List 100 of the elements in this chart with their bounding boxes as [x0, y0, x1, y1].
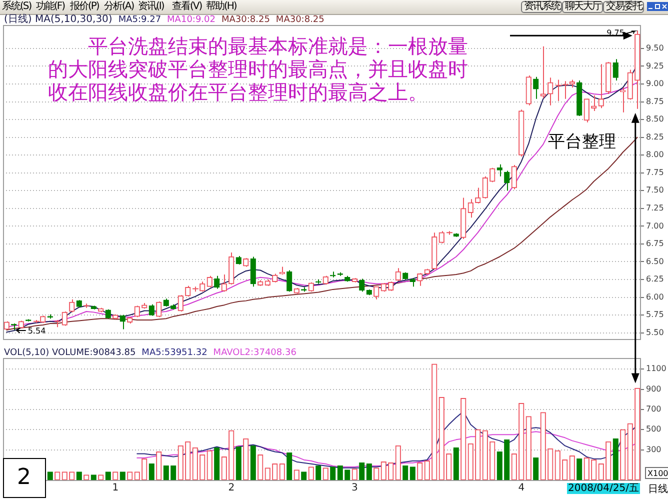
candlestick	[591, 94, 597, 112]
candlestick	[598, 64, 604, 109]
candlestick	[395, 268, 401, 282]
bar	[286, 452, 292, 480]
y-tick-label: 9.25	[646, 61, 664, 70]
bar	[612, 438, 618, 480]
candlestick	[468, 198, 474, 218]
bar	[214, 447, 220, 480]
y-tick-label: 8.75	[646, 96, 664, 106]
text: 2008/04/25/五	[566, 483, 640, 494]
x-tick-label: 4	[518, 482, 525, 494]
x-tick-label: 3	[351, 482, 358, 494]
y-tick-label: 7.00	[646, 221, 664, 230]
candlestick	[438, 230, 444, 244]
candlestick	[482, 176, 488, 199]
bar	[504, 439, 510, 480]
annotation: 平台整理	[548, 132, 616, 152]
candlestick	[612, 58, 618, 81]
chart-title: (日线) MA(5,10,30,30)	[4, 13, 112, 25]
text: MAVOL2:37408.36	[213, 348, 297, 358]
y-tick-label: 1100	[646, 364, 666, 374]
bar	[453, 447, 459, 480]
y-tick-label: 700	[646, 404, 662, 414]
chart-title: VOL(5,10) VOLUME:90843.85	[4, 348, 136, 358]
candlestick	[504, 170, 510, 192]
text: 功能(F)	[36, 1, 65, 13]
candlestick	[511, 164, 517, 190]
candlestick	[250, 256, 256, 288]
candlestick	[221, 274, 227, 292]
y-tick-label: 8.25	[646, 132, 664, 142]
text: MA5:9.27	[118, 15, 162, 25]
x-tick-label: 2	[228, 482, 235, 494]
candlestick	[359, 278, 365, 292]
text: 资讯系统	[521, 1, 562, 13]
y-tick-label: 500	[646, 424, 662, 434]
candlestick	[178, 294, 184, 312]
text: 交易委托	[603, 1, 644, 13]
bar	[250, 445, 256, 480]
y-tick-label: 900	[646, 384, 662, 394]
candlestick	[185, 285, 191, 298]
bar	[316, 466, 322, 480]
candlestick	[374, 286, 380, 300]
candlestick	[388, 281, 394, 292]
candlestick	[548, 77, 554, 106]
text: 分析(A)	[104, 1, 134, 13]
candlestick	[540, 46, 546, 99]
y-tick-label: 7.50	[646, 186, 664, 195]
y-tick-label: 6.50	[646, 256, 664, 266]
candlestick	[446, 230, 453, 236]
candlestick	[562, 80, 569, 100]
x-tick-label: 1	[112, 482, 119, 494]
candlestick	[156, 301, 162, 318]
bar	[496, 451, 502, 480]
text: 查看(V)	[172, 1, 202, 13]
bar	[236, 446, 242, 480]
candlestick	[490, 167, 496, 183]
candlestick	[120, 314, 126, 330]
y-tick-label: 5.75	[646, 310, 664, 320]
candlestick	[533, 76, 539, 100]
annotation: MA30:8.25	[276, 15, 324, 25]
candlestick	[584, 98, 590, 123]
candlestick	[69, 298, 75, 313]
candlestick	[83, 303, 90, 308]
text: 日线	[648, 484, 668, 495]
y-tick-label: 9.50	[646, 44, 664, 53]
candlestick	[206, 275, 212, 288]
bar	[148, 464, 154, 480]
y-tick-label: 7.25	[646, 203, 664, 212]
y-tick-label: 300	[646, 444, 662, 454]
bar	[576, 458, 582, 480]
bar	[337, 466, 343, 480]
text: 报价(P)	[70, 1, 99, 13]
candlestick	[555, 79, 562, 102]
y-tick-label: 8.50	[646, 114, 664, 124]
bar	[533, 457, 539, 480]
y-tick-label: 7.75	[646, 168, 664, 177]
bar	[330, 466, 336, 480]
bar	[359, 462, 365, 480]
candlestick	[417, 272, 423, 286]
candlestick	[475, 187, 481, 204]
text: 聊天大厅	[562, 1, 603, 13]
annotation: 5.54	[28, 326, 46, 336]
text: MA30:8.25	[221, 15, 270, 25]
y-tick-label: 5.50	[646, 328, 664, 337]
y-axis-title: X100	[648, 469, 668, 478]
y-tick-label: 6.00	[646, 292, 664, 302]
y-tick-label: 6.25	[646, 274, 664, 284]
annotation: 平台洗盘结束的最基本标准就是：一根放量的大阳线突破平台整理时的最高点，并且收盘时收在阳线收盘价在平台整理时的最高之上。	[48, 34, 469, 104]
text: MA10:9.02	[167, 15, 216, 25]
text: 系统(S)	[2, 1, 32, 13]
bar	[410, 466, 416, 480]
y-tick-label: 9.00	[646, 79, 664, 88]
bar	[366, 464, 372, 480]
y-tick-label: 6.75	[646, 239, 664, 248]
bar	[402, 466, 408, 480]
candlestick	[286, 270, 292, 292]
text: 帮助(H)	[206, 1, 236, 13]
text: 资讯(I)	[138, 1, 164, 13]
text: MA5:53951.32	[142, 348, 208, 358]
candlestick	[496, 164, 502, 177]
